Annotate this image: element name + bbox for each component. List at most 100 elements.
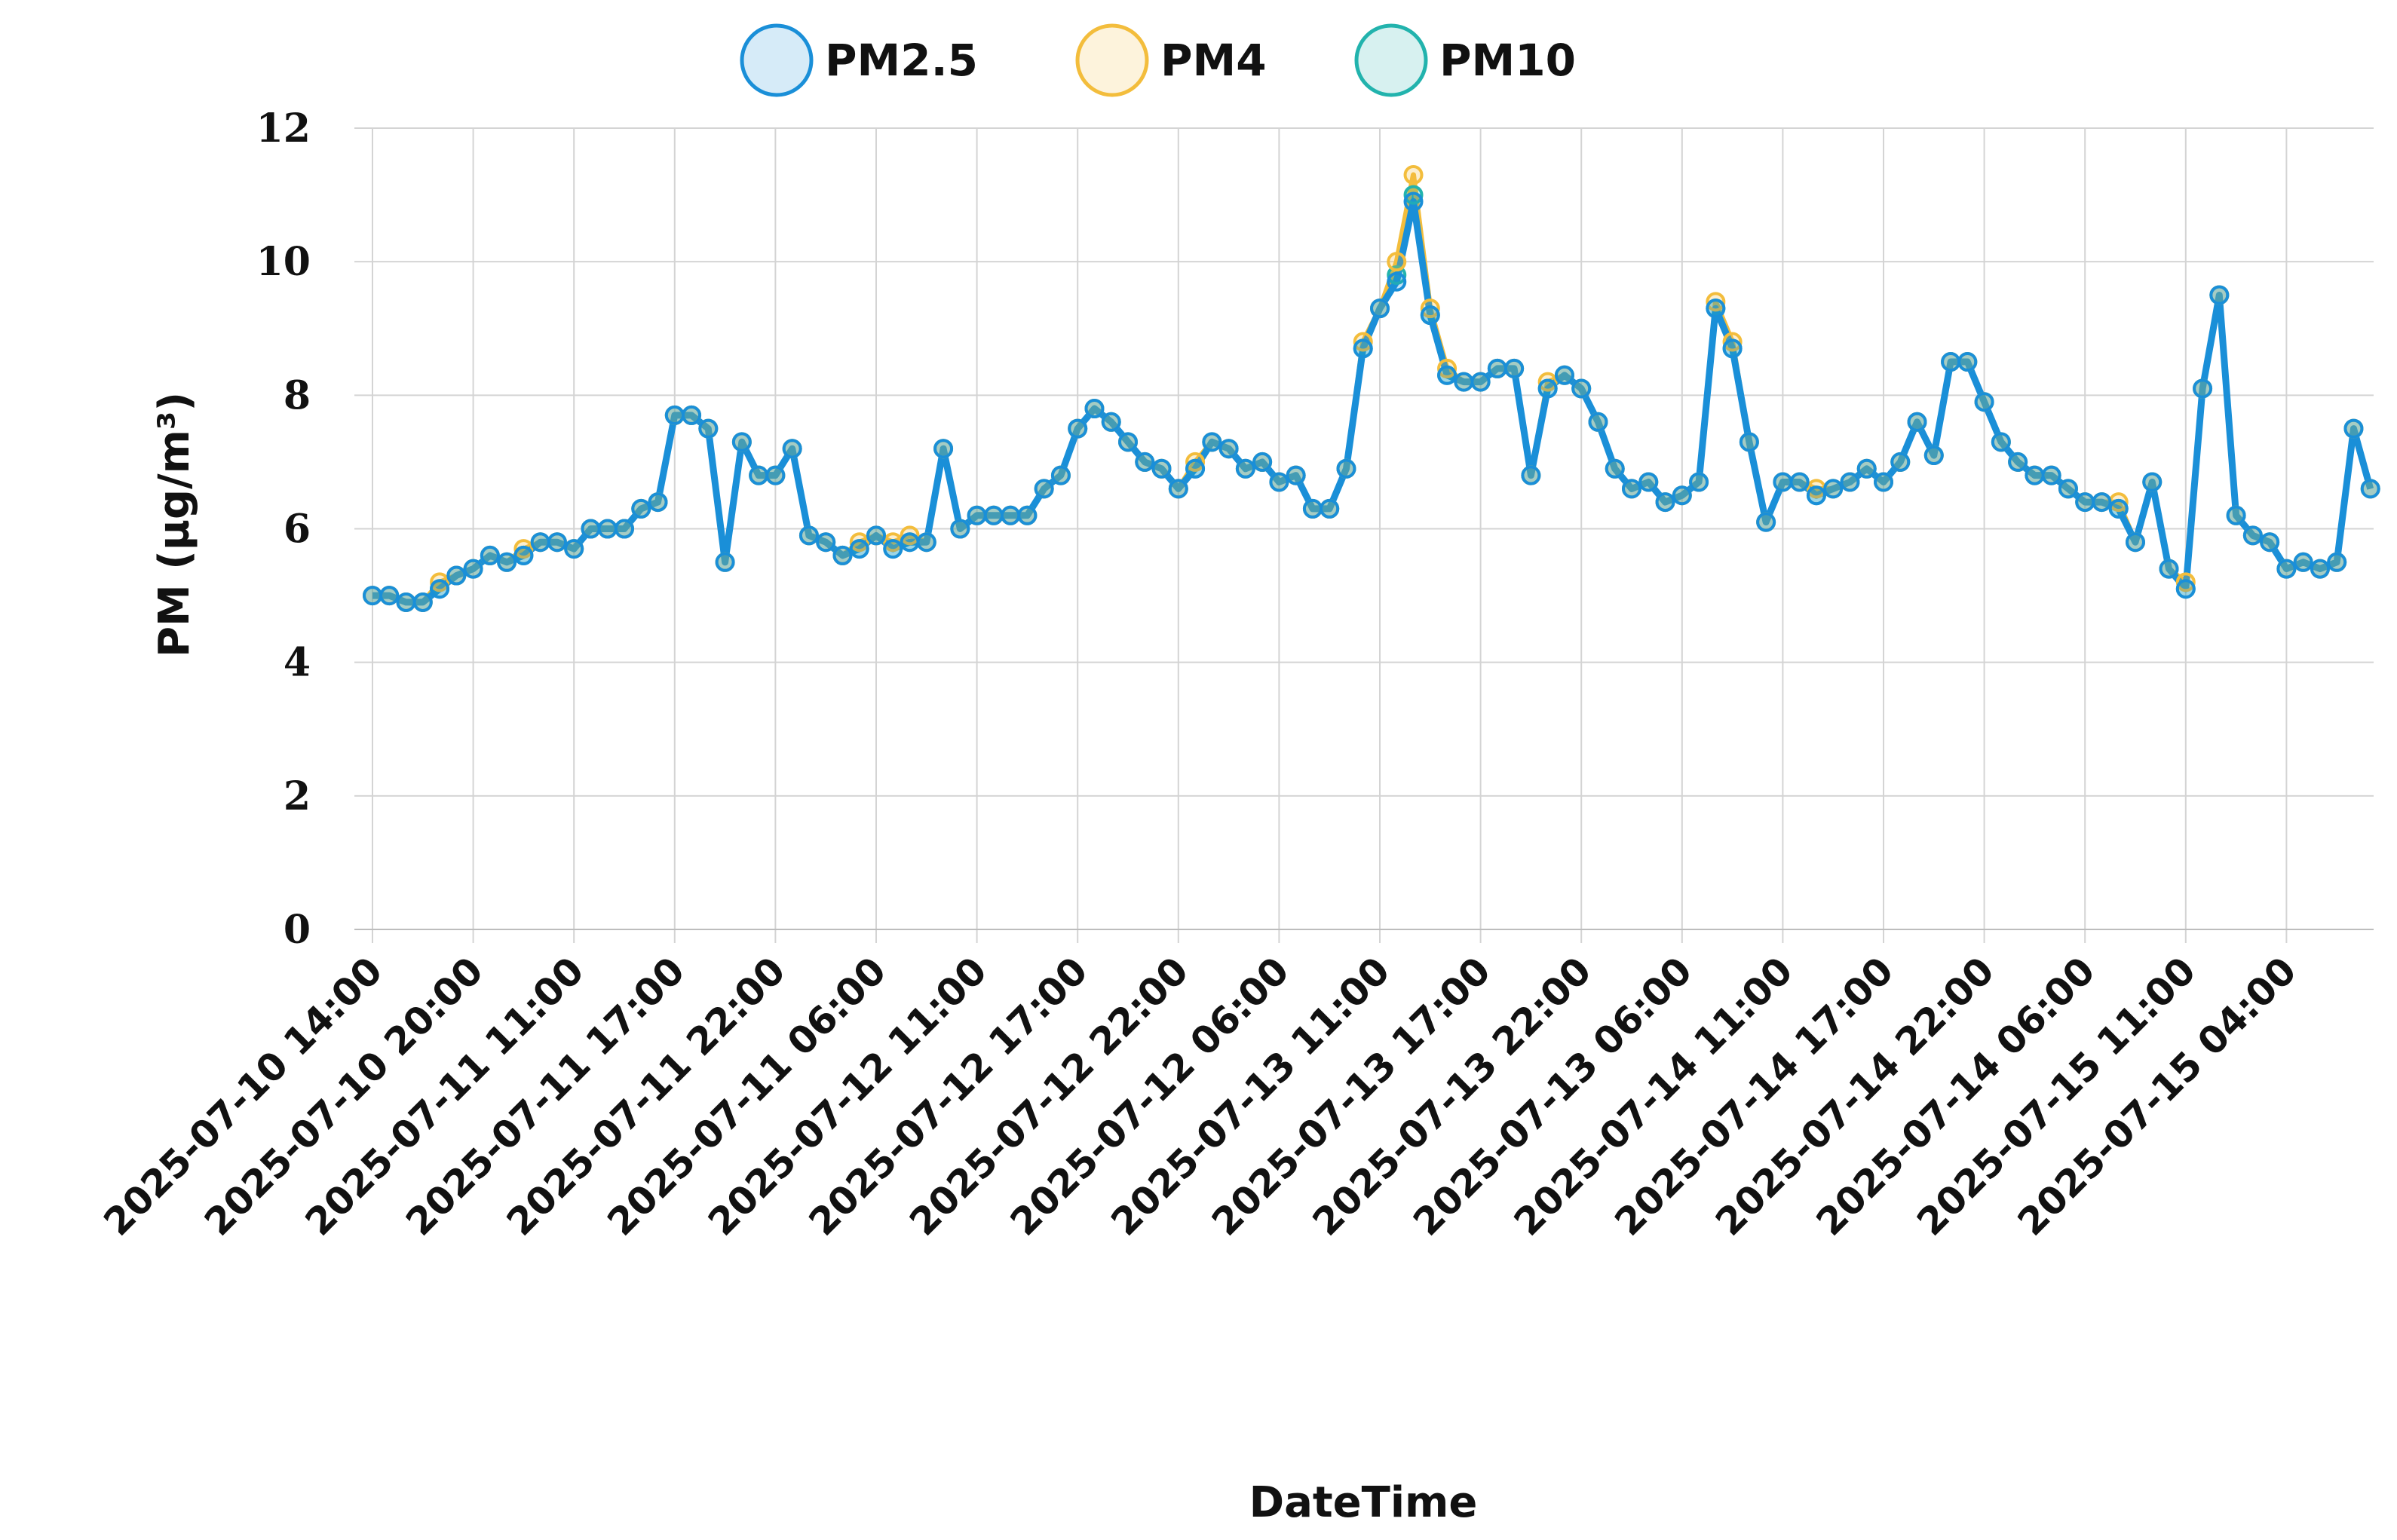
data-point-pm4[interactable]: [1387, 252, 1407, 272]
data-point-pm25[interactable]: [682, 405, 702, 425]
data-point-pm25[interactable]: [2041, 465, 2061, 485]
data-point-pm25[interactable]: [1101, 412, 1121, 432]
data-point-pm25[interactable]: [2360, 479, 2380, 499]
data-point-pm25[interactable]: [2293, 552, 2313, 572]
data-point-pm25[interactable]: [2058, 479, 2078, 499]
data-point-pm25[interactable]: [2226, 505, 2246, 525]
data-point-pm25[interactable]: [1370, 299, 1390, 319]
data-point-pm25[interactable]: [1252, 452, 1273, 472]
data-point-pm25[interactable]: [749, 465, 769, 485]
data-point-pm4[interactable]: [900, 525, 920, 546]
data-point-pm25[interactable]: [1068, 418, 1088, 439]
data-point-pm25[interactable]: [1974, 392, 1994, 412]
data-point-pm25[interactable]: [1286, 465, 1306, 485]
data-point-pm4[interactable]: [1420, 299, 1440, 319]
data-point-pm25[interactable]: [1135, 452, 1155, 472]
data-point-pm25[interactable]: [1941, 352, 1961, 372]
data-point-pm25[interactable]: [1017, 505, 1038, 525]
data-point-pm25[interactable]: [1957, 352, 1978, 372]
data-point-pm25[interactable]: [2142, 472, 2163, 492]
data-point-pm25[interactable]: [1034, 479, 1054, 499]
data-point-pm25[interactable]: [1789, 472, 1810, 492]
data-point-pm25[interactable]: [933, 439, 954, 459]
data-point-pm10[interactable]: [1403, 185, 1424, 205]
data-point-pm25[interactable]: [1638, 472, 1659, 492]
data-point-pm25[interactable]: [698, 418, 719, 439]
data-point-pm4[interactable]: [1437, 358, 1458, 378]
data-point-pm25[interactable]: [564, 539, 584, 559]
data-point-pm25[interactable]: [1269, 472, 1289, 492]
legend-item-pm25[interactable]: PM2.5: [740, 23, 978, 97]
data-point-pm25[interactable]: [664, 405, 685, 425]
data-point-pm25[interactable]: [1823, 479, 1844, 499]
data-point-pm25[interactable]: [916, 532, 936, 553]
data-point-pm25[interactable]: [2008, 452, 2028, 472]
data-point-pm25[interactable]: [1118, 432, 1138, 452]
data-point-pm25[interactable]: [1856, 458, 1877, 479]
data-point-pm25[interactable]: [1706, 299, 1726, 319]
legend-item-pm10[interactable]: PM10: [1354, 23, 1576, 97]
data-point-pm25[interactable]: [765, 465, 786, 485]
data-point-pm25[interactable]: [1336, 458, 1356, 479]
data-point-pm25[interactable]: [1001, 505, 1021, 525]
data-point-pm25[interactable]: [1773, 472, 1793, 492]
data-point-pm25[interactable]: [731, 432, 752, 452]
data-point-pm25[interactable]: [849, 539, 869, 559]
data-point-pm25[interactable]: [967, 505, 987, 525]
data-point-pm25[interactable]: [615, 519, 634, 539]
data-point-pm25[interactable]: [1655, 492, 1675, 513]
data-point-pm4[interactable]: [1185, 452, 1206, 472]
data-point-pm25[interactable]: [1840, 472, 1860, 492]
data-point-pm25[interactable]: [379, 586, 400, 606]
data-point-pm25[interactable]: [1923, 445, 1944, 466]
data-point-pm25[interactable]: [1991, 432, 2011, 452]
data-point-pm25[interactable]: [430, 579, 450, 599]
data-point-pm25[interactable]: [1689, 472, 1709, 492]
data-point-pm25[interactable]: [1235, 458, 1255, 479]
data-point-pm25[interactable]: [547, 532, 567, 553]
data-point-pm10[interactable]: [1387, 265, 1407, 285]
data-point-pm25[interactable]: [1537, 378, 1558, 399]
data-point-pm25[interactable]: [866, 525, 886, 546]
data-point-pm25[interactable]: [1084, 399, 1105, 419]
data-point-pm25[interactable]: [950, 519, 970, 539]
data-point-pm4[interactable]: [1706, 292, 1726, 312]
data-point-pm25[interactable]: [1521, 465, 1541, 485]
data-point-pm25[interactable]: [597, 519, 618, 539]
data-point-pm25[interactable]: [1202, 432, 1222, 452]
data-point-pm25[interactable]: [648, 492, 668, 513]
data-point-pm25[interactable]: [1588, 412, 1608, 432]
data-point-pm25[interactable]: [2108, 498, 2129, 519]
data-point-pm25[interactable]: [513, 545, 534, 565]
data-point-pm25[interactable]: [900, 532, 920, 553]
data-point-pm25[interactable]: [1907, 412, 1927, 432]
data-point-pm25[interactable]: [1571, 378, 1592, 399]
data-point-pm25[interactable]: [2075, 492, 2095, 513]
data-point-pm25[interactable]: [2310, 559, 2330, 579]
data-point-pm25[interactable]: [446, 565, 467, 586]
data-point-pm25[interactable]: [1605, 458, 1625, 479]
data-point-pm25[interactable]: [2209, 285, 2230, 305]
data-point-pm25[interactable]: [1218, 439, 1239, 459]
data-point-pm25[interactable]: [363, 586, 382, 606]
data-point-pm25[interactable]: [1320, 498, 1340, 519]
data-point-pm25[interactable]: [2343, 418, 2364, 439]
data-point-pm25[interactable]: [883, 539, 903, 559]
data-point-pm4[interactable]: [513, 539, 534, 559]
data-point-pm25[interactable]: [1806, 485, 1826, 506]
data-point-pm25[interactable]: [1454, 372, 1474, 392]
data-point-pm25[interactable]: [1739, 432, 1759, 452]
data-point-pm25[interactable]: [782, 439, 802, 459]
data-point-pm25[interactable]: [2242, 525, 2263, 546]
data-point-pm25[interactable]: [1168, 479, 1188, 499]
data-point-pm25[interactable]: [1437, 365, 1458, 385]
data-point-pm25[interactable]: [480, 545, 500, 565]
data-point-pm25[interactable]: [798, 525, 819, 546]
legend-item-pm4[interactable]: PM4: [1075, 23, 1267, 97]
data-point-pm25[interactable]: [816, 532, 836, 553]
data-point-pm25[interactable]: [1302, 498, 1323, 519]
data-point-pm4[interactable]: [430, 572, 450, 592]
data-point-pm25[interactable]: [1890, 452, 1911, 472]
data-point-pm25[interactable]: [715, 552, 735, 572]
data-point-pm25[interactable]: [1874, 472, 1893, 492]
